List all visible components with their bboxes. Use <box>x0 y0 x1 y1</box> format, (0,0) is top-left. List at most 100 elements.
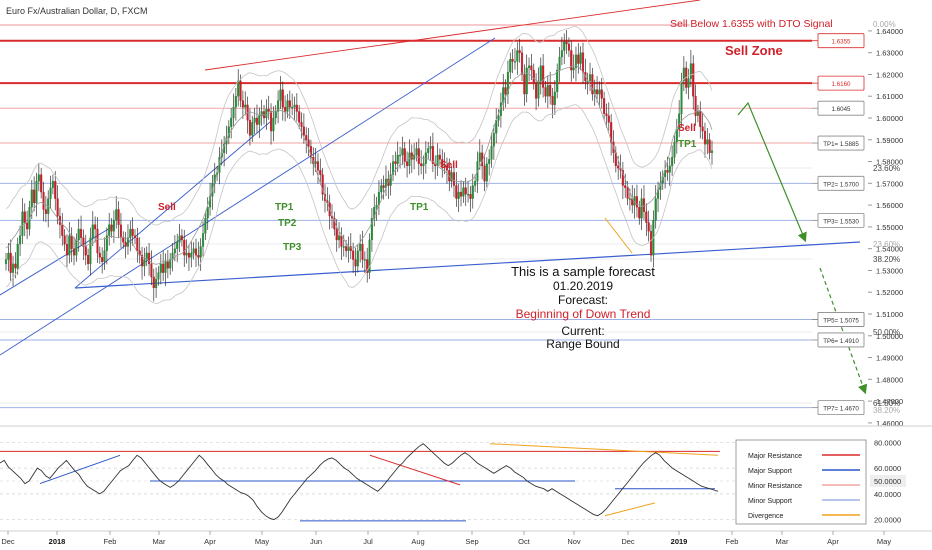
candle-body <box>431 146 434 164</box>
level-badge <box>817 100 865 116</box>
candle-body <box>30 189 33 208</box>
candle-body <box>396 154 399 164</box>
price-axis-bg <box>868 0 932 426</box>
candle-body <box>518 50 521 53</box>
legend-label: Major Support <box>748 468 792 475</box>
candle-body <box>37 174 40 182</box>
candle-body <box>338 235 341 241</box>
candle-body <box>450 172 453 182</box>
candle-body <box>427 148 430 153</box>
candle-body <box>14 263 17 269</box>
candle-body <box>581 52 585 73</box>
oscillator-line-group <box>0 443 719 521</box>
candle-body <box>678 113 681 130</box>
candle-body <box>54 181 57 199</box>
legend-label: Divergence <box>748 513 784 520</box>
price-tick-label: 1.55000 <box>876 223 903 232</box>
candle-body <box>354 259 357 267</box>
osc-tick-label: 20.0000 <box>874 516 901 525</box>
time-tick-label: Oct <box>518 537 531 546</box>
trade-marker: TP3 <box>283 242 302 253</box>
candle-body <box>145 252 148 260</box>
candle-body <box>298 111 301 123</box>
candle-body <box>206 207 209 219</box>
candle-body <box>410 152 413 160</box>
candle-body <box>492 133 495 147</box>
candle-body <box>497 115 500 121</box>
legend-frame <box>735 439 867 525</box>
candle-body <box>596 89 599 95</box>
candle-body <box>33 189 36 204</box>
level-badge-label: 1.6045 <box>832 106 851 113</box>
price-tick-label: 1.52000 <box>876 288 903 297</box>
candle-body <box>244 104 247 108</box>
candle-body <box>44 209 47 214</box>
candle-body <box>551 96 554 106</box>
candle-body <box>513 61 517 63</box>
candle-body <box>642 198 646 212</box>
forecast-line-date: 01.20.2019 <box>553 279 613 293</box>
price-axis: 1.64000 1.63000 1.62000 1.61000 1.60000 1.590… <box>868 0 932 428</box>
candle-body <box>490 146 493 160</box>
candle-body <box>474 181 477 186</box>
candle-body <box>166 261 169 269</box>
fib-label: 23.60% <box>873 240 900 249</box>
forecast-line-heading: Forecast: <box>558 293 608 307</box>
time-tick-label: Sep <box>465 537 478 546</box>
candle-body <box>710 150 714 153</box>
candle-body <box>579 52 582 64</box>
level-badge-label: TP2= 1.5700 <box>823 181 859 188</box>
candle-body <box>82 237 85 247</box>
candle-body <box>457 191 460 199</box>
candle-body <box>201 233 205 247</box>
candle-body <box>558 56 561 71</box>
time-tick-label: May <box>255 537 269 546</box>
candle-body <box>171 252 174 260</box>
oscillator-pane: 80.0000 60.0000 50.0000 40.0000 20.0000 <box>0 438 906 525</box>
candle-body <box>591 74 594 95</box>
time-tick-label: 2019 <box>671 537 688 546</box>
candle-body <box>110 224 113 232</box>
osc-divergence-line <box>604 502 656 517</box>
trade-marker: Sell <box>440 160 458 171</box>
candle-body <box>415 148 418 156</box>
candle-body <box>51 181 54 188</box>
candle-body <box>553 91 556 106</box>
candle-body <box>295 104 298 112</box>
fib-label: 23.60% <box>873 164 900 173</box>
candle-body <box>258 115 261 125</box>
time-tick-label: Apr <box>204 537 216 546</box>
candle-body <box>272 117 275 132</box>
legend-label: Minor Resistance <box>748 483 802 490</box>
osc-trendline <box>39 454 121 485</box>
candle-body <box>157 272 160 280</box>
candle-body <box>523 74 526 95</box>
candle-body <box>696 111 699 116</box>
candle-body <box>438 154 441 160</box>
fib-labels: 0.00%23.60%23.60%38.20%50.00%61.80%38.20… <box>873 20 900 415</box>
time-tick-label: May <box>877 537 891 546</box>
candle-body <box>204 218 207 234</box>
candle-body <box>103 250 106 262</box>
candle-body <box>105 235 108 251</box>
price-tick-label: 1.54000 <box>876 245 903 254</box>
candle-body <box>117 209 120 225</box>
candle-body <box>335 228 338 241</box>
time-tick-label: Nov <box>567 537 581 546</box>
candle-body <box>565 41 568 45</box>
price-tick-label: 1.47000 <box>876 397 903 406</box>
candle-body <box>143 259 146 267</box>
candle-body <box>701 126 704 132</box>
candle-body <box>420 163 423 167</box>
time-tick-label: Aug <box>411 537 424 546</box>
price-tick-label: 1.57000 <box>876 179 903 188</box>
candle-body <box>288 100 291 108</box>
candle-body <box>316 161 320 171</box>
osc-trendline <box>369 454 461 486</box>
candle-body <box>682 67 685 82</box>
candle-body <box>607 115 610 123</box>
candle-body <box>436 154 439 167</box>
trade-marker: TP1 <box>275 202 294 213</box>
candle-body <box>382 185 385 188</box>
trendlines-layer <box>0 0 868 395</box>
